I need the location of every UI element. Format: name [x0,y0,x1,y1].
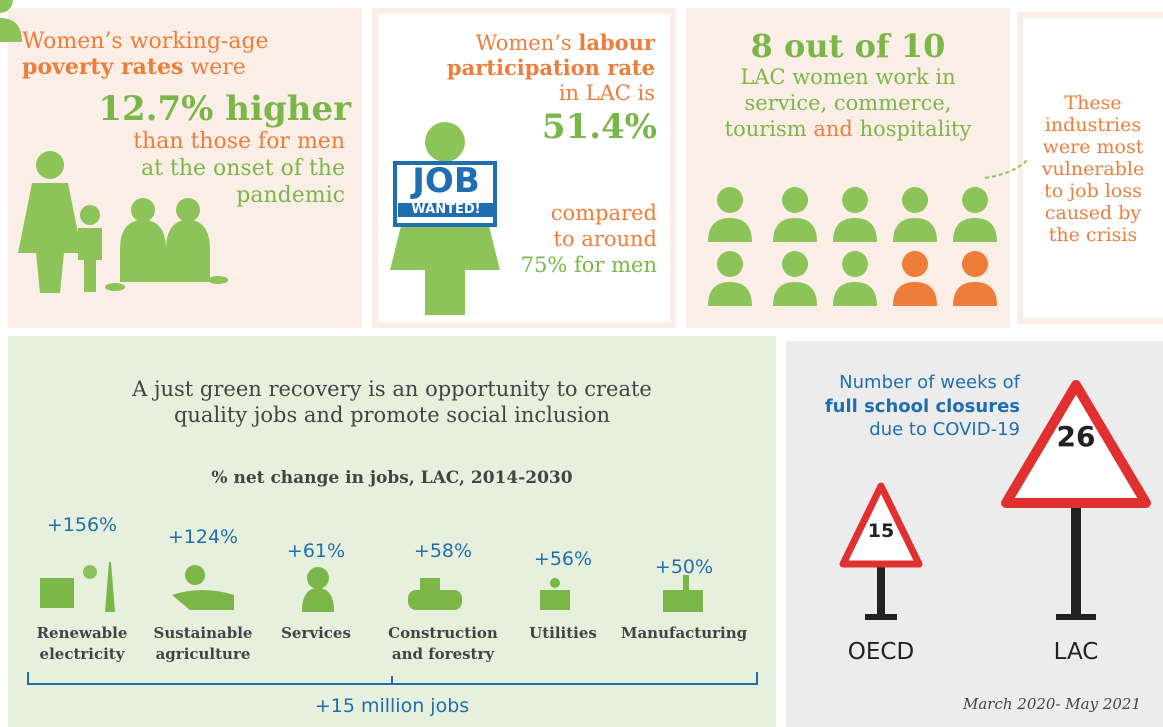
text: to around [554,228,657,250]
change: +156% [12,516,152,536]
text-line: to job loss [1023,180,1163,202]
text-line: were most [1023,136,1163,158]
text: Number of weeks of [839,374,1020,393]
label: LAC [1036,640,1116,664]
sign-text: JOB [398,164,494,200]
text: tourism and hospitality [686,118,1010,140]
text: Women’s working-age [22,30,269,53]
sector-label: and forestry [373,647,513,663]
infographic: Women’s working-age poverty rates were 1… [0,0,1163,727]
text: in LAC is [559,82,655,104]
text: poverty rates were [22,56,246,79]
subtitle: % net change in jobs, LAC, 2014-2030 [8,470,776,488]
sign-value: 15 [861,522,901,542]
job-wanted-icon [390,122,500,315]
highlight: 12.7% higher [98,92,351,128]
text-line: caused by [1023,202,1163,224]
note: March 2020- May 2021 [963,697,1141,713]
text: due to COVID-19 [869,421,1020,440]
sector-label: Utilities [493,626,633,642]
sector-label: electricity [12,647,152,663]
text: at the onset of the [141,157,345,180]
change: +58% [373,542,513,562]
highlight: 51.4% [542,110,657,146]
arrow [985,160,1027,178]
sign-value: 26 [1051,422,1101,451]
sector-label: Manufacturing [614,626,754,642]
text: Women’s labour [476,32,655,54]
text-line: industries [1023,114,1163,136]
text: poverty rates [22,54,183,80]
text: than those for men [133,130,345,153]
text-line: the crisis [1023,224,1163,246]
total: +15 million jobs [8,697,776,717]
text: compared [551,202,657,224]
change: +56% [493,550,633,570]
text: tourism [725,117,807,141]
oecd-sign [843,486,919,620]
sector-label: Services [246,626,386,642]
text-line: vulnerable [1023,158,1163,180]
text-line: These [1023,92,1163,114]
text: full school closures [825,398,1020,417]
worker-icons-highlight [893,251,997,306]
text: LAC women work in [686,66,1010,88]
text: Women’s [476,31,572,55]
text: service, commerce, [686,92,1010,114]
change: +50% [614,558,754,578]
text: labour [578,30,655,55]
sector-label: Renewable [12,626,152,642]
bracket [28,672,757,684]
change: +61% [246,542,386,562]
sector-label: agriculture [133,647,273,663]
sector-label: Construction [373,626,513,642]
text: and [813,117,853,141]
text: hospitality [860,117,972,141]
text: were [190,55,245,80]
text: pandemic [236,184,345,207]
highlight: 8 out of 10 [686,30,1010,64]
label: OECD [841,640,921,664]
title: quality jobs and promote social inclusio… [8,404,776,426]
text: participation rate [447,57,655,79]
sign-text: WANTED! [398,203,494,217]
text: 75% for men [521,254,657,276]
title: A just green recovery is an opportunity … [8,378,776,400]
